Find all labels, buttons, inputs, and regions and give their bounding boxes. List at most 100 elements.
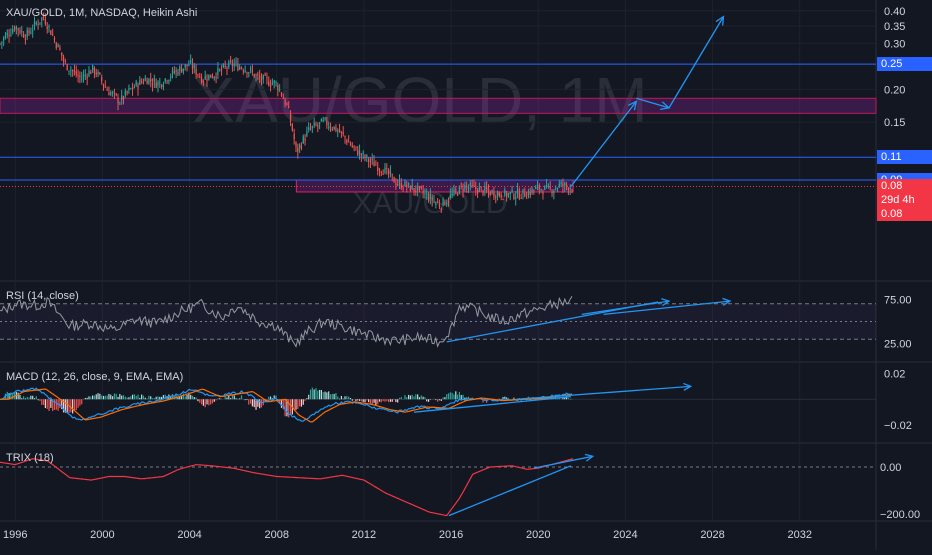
candle-body (542, 192, 544, 195)
candle-body (202, 80, 205, 82)
candle-body (467, 187, 470, 189)
candle-body (177, 71, 179, 75)
candle-body (68, 70, 70, 72)
candle-body (117, 97, 119, 104)
price-axis-label: 0.40 (884, 6, 905, 18)
candle-body (348, 141, 350, 143)
projection-arrow-target-head (715, 15, 725, 26)
candle-body (298, 144, 301, 148)
candle-body (545, 185, 548, 187)
candle-body (55, 43, 57, 48)
candle-body (266, 77, 268, 79)
candle-body (449, 194, 451, 198)
watermark-big: XAU/GOLD, 1M (192, 64, 647, 136)
time-axis-label: 2016 (439, 529, 463, 541)
candle-body (12, 29, 14, 33)
candle-body (211, 77, 214, 79)
candle-body (353, 145, 355, 147)
time-axis-label: 2032 (787, 529, 811, 541)
candle-body (571, 189, 573, 191)
candle-body (535, 186, 537, 189)
candle-body (531, 188, 533, 193)
candle-body (32, 30, 34, 32)
candle-body (119, 103, 121, 105)
candle-body (447, 201, 450, 203)
candle-body (52, 34, 54, 36)
candle-body (229, 60, 232, 63)
candle-body (73, 70, 76, 72)
candle-body (395, 183, 397, 186)
candle-body (498, 192, 501, 196)
candle-body (220, 69, 223, 71)
candle-body (455, 189, 457, 191)
rsi-arrow-head (661, 298, 671, 307)
candle-body (322, 119, 324, 121)
candle-body (358, 150, 361, 154)
candle-body (544, 185, 546, 191)
candle-body (219, 69, 221, 71)
candle-body (469, 183, 471, 186)
candle-body (262, 75, 264, 80)
candle-body (30, 32, 32, 34)
candle-body (170, 76, 172, 78)
candle-body (500, 195, 502, 198)
candle-body (520, 197, 522, 199)
candle-body (476, 190, 479, 194)
candle-body (190, 60, 192, 63)
candle-body (271, 82, 274, 85)
candle-body (28, 30, 30, 34)
candle-body (516, 189, 519, 194)
candle-body (529, 192, 531, 196)
candle-body (66, 64, 68, 71)
candle-body (113, 91, 116, 93)
candle-body (253, 74, 255, 78)
candle-body (204, 76, 206, 80)
candle-body (565, 184, 568, 187)
candle-body (482, 190, 484, 195)
time-axis-label: 2004 (177, 529, 201, 541)
candle-body (320, 118, 323, 122)
candle-body (237, 64, 239, 71)
candle-body (360, 153, 363, 156)
candle-body (288, 106, 290, 108)
candle-body (411, 185, 413, 190)
candle-body (133, 87, 136, 89)
candle-body (406, 184, 408, 188)
candle-body (386, 168, 388, 170)
candle-body (351, 145, 353, 147)
candle-body (0, 43, 1, 45)
candle-body (164, 78, 166, 82)
candle-body (426, 193, 428, 195)
trix-trendline (533, 455, 593, 469)
candle-body (95, 72, 97, 75)
candle-body (159, 82, 161, 84)
candle-body (246, 72, 248, 74)
trix-series (0, 458, 574, 517)
candle-body (355, 146, 357, 148)
candle-body (502, 199, 504, 201)
candle-body (451, 193, 453, 196)
candle-body (435, 202, 437, 204)
candle-body (130, 88, 132, 90)
candle-body (297, 147, 299, 152)
candle-body (226, 67, 228, 69)
candle-body (309, 128, 312, 130)
candle-body (378, 169, 381, 171)
candle-body (275, 81, 277, 83)
candle-body (157, 82, 159, 86)
candle-body (86, 76, 88, 79)
candle-body (562, 183, 564, 187)
candle-body (533, 189, 535, 191)
candle-body (555, 188, 557, 190)
candle-body (384, 167, 386, 173)
candle-body (188, 65, 190, 67)
candle-body (289, 113, 292, 122)
candle-body (79, 75, 81, 78)
candle-body (269, 84, 272, 86)
candle-body (567, 188, 570, 191)
candle-body (400, 183, 402, 189)
candle-body (144, 78, 146, 81)
candle-body (131, 87, 134, 90)
